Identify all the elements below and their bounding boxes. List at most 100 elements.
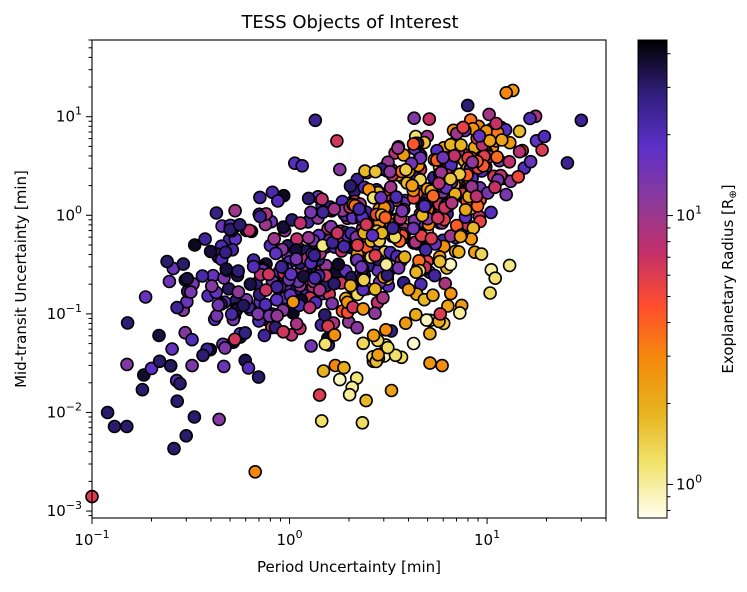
data-point	[176, 257, 191, 271]
data-point	[406, 137, 421, 151]
data-point	[366, 328, 381, 343]
data-point	[162, 274, 177, 289]
data-point	[350, 238, 365, 252]
data-point	[205, 279, 219, 293]
data-point	[160, 254, 174, 269]
data-point	[427, 268, 442, 283]
y-tick-label: 10−3	[47, 499, 82, 520]
data-point	[289, 252, 304, 266]
data-point	[422, 112, 437, 126]
data-point	[270, 308, 284, 323]
data-point	[384, 383, 399, 398]
data-point	[484, 205, 498, 220]
data-point	[258, 297, 273, 312]
x-tick-label: 100	[276, 528, 302, 549]
data-point	[337, 239, 351, 254]
data-point	[444, 196, 459, 210]
data-point	[330, 134, 344, 148]
data-point	[537, 129, 552, 144]
data-point	[107, 419, 122, 434]
data-point	[368, 282, 382, 297]
data-point	[267, 232, 282, 246]
data-point	[426, 288, 440, 303]
data-point	[167, 441, 181, 456]
data-point	[163, 358, 178, 373]
data-point	[389, 190, 404, 204]
data-point	[406, 336, 421, 351]
y-tick-label: 10−1	[47, 302, 82, 323]
data-point	[474, 247, 489, 261]
data-point	[512, 124, 527, 139]
data-point	[488, 271, 503, 286]
data-point	[398, 316, 413, 331]
data-point	[378, 210, 393, 225]
data-point	[196, 348, 210, 363]
data-point	[383, 164, 397, 179]
data-point	[100, 405, 115, 420]
data-point	[354, 260, 369, 274]
data-point	[246, 259, 261, 274]
data-point	[185, 332, 199, 347]
data-point	[535, 143, 549, 157]
data-point	[301, 191, 316, 206]
x-axis: 10−1 100 101	[74, 518, 607, 549]
data-point	[355, 415, 370, 430]
data-point	[368, 164, 383, 179]
data-point	[236, 298, 251, 313]
colorbar-label: Exoplanetary Radius [R⊕]	[719, 184, 739, 373]
data-point	[454, 138, 468, 152]
y-tick-label: 100	[56, 203, 82, 224]
data-point	[490, 150, 504, 164]
data-point	[224, 307, 239, 322]
y-tick-label: 101	[56, 105, 82, 126]
data-point	[270, 280, 284, 294]
data-point	[173, 376, 187, 391]
x-tick-label: 101	[474, 528, 500, 549]
data-point	[523, 154, 538, 169]
data-point	[233, 218, 247, 232]
y-axis-label: Mid-transit Uncertainty [min]	[12, 170, 30, 388]
data-point	[458, 203, 473, 217]
data-point	[376, 290, 390, 305]
data-point	[350, 320, 364, 335]
data-point	[301, 230, 316, 245]
data-point	[212, 412, 226, 427]
colorbar-label-sub: ⊕	[728, 190, 739, 198]
data-point	[417, 199, 432, 213]
data-point	[365, 228, 380, 243]
data-point	[423, 326, 437, 341]
data-point	[426, 189, 440, 203]
data-point	[257, 328, 272, 343]
data-point	[180, 271, 195, 286]
data-point	[317, 308, 332, 322]
data-point	[296, 269, 311, 284]
data-point	[219, 262, 233, 276]
data-point	[499, 86, 514, 100]
data-point	[352, 202, 367, 216]
data-point	[379, 257, 394, 272]
data-point	[374, 190, 388, 205]
data-point	[120, 419, 134, 434]
data-point	[574, 113, 589, 128]
data-point	[289, 316, 304, 331]
data-point	[198, 232, 212, 246]
data-point	[489, 116, 504, 131]
data-point	[460, 98, 475, 113]
data-point	[152, 354, 167, 369]
colorbar-ticks: 100 101	[667, 53, 702, 511]
data-point	[451, 245, 466, 259]
data-point	[251, 370, 266, 384]
data-point	[472, 129, 487, 143]
data-point	[380, 340, 395, 355]
data-point	[523, 111, 537, 126]
data-point	[502, 258, 517, 273]
data-point	[138, 290, 153, 304]
data-point	[308, 113, 323, 128]
data-point	[438, 276, 453, 291]
data-point	[327, 276, 341, 291]
data-point	[483, 286, 497, 300]
data-point	[307, 248, 322, 263]
colorbar-label-end: ]	[719, 184, 737, 190]
data-point	[209, 206, 224, 220]
